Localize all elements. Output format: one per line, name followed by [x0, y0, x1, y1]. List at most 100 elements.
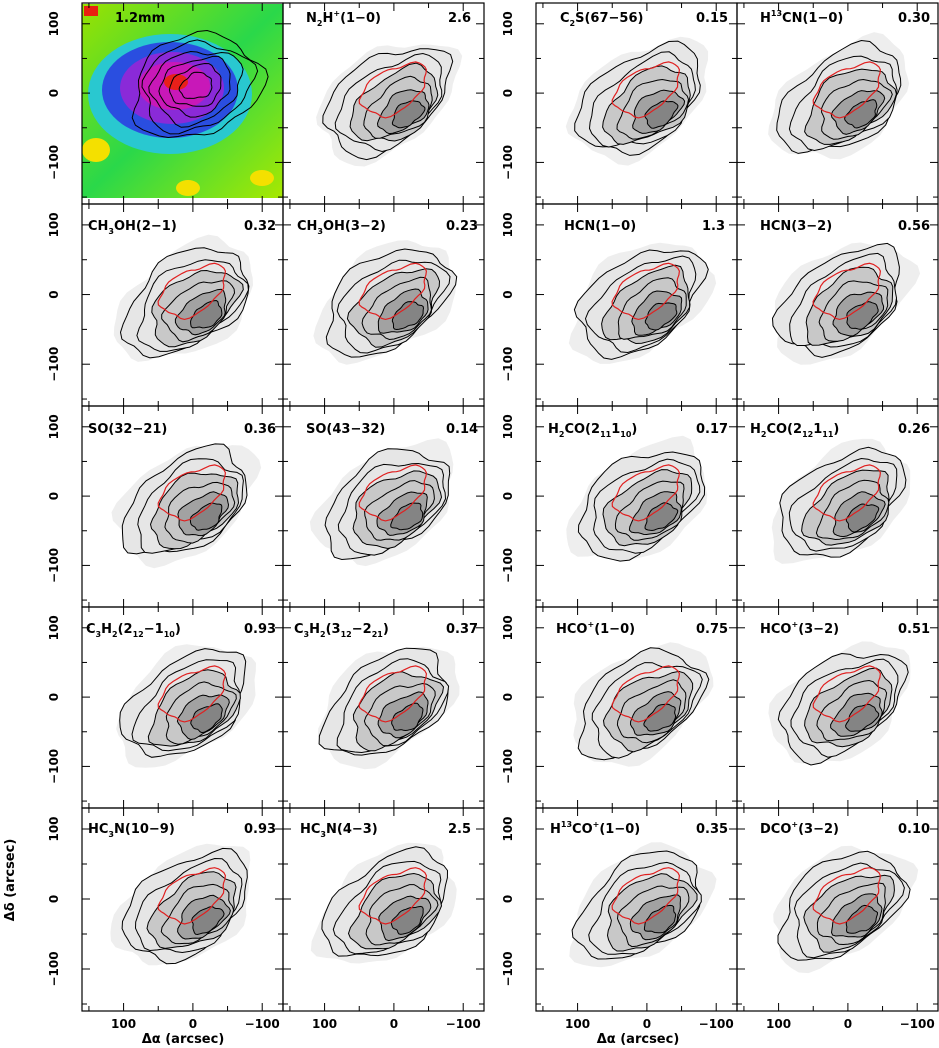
contour-level-6: [190, 299, 223, 329]
panel-4: 100 0 −100: [47, 203, 284, 407]
panel-peak-dcoplus: 0.10: [898, 822, 930, 837]
contour-level-6: [391, 301, 425, 331]
panel-label-hc3n-43: HC3N(4−3): [300, 822, 378, 839]
panel-label-h13coplus: H13CO+(1−0): [550, 820, 640, 837]
panel-10: 100 0 −100: [501, 405, 738, 608]
panel-peak-hcn-32: 0.56: [898, 219, 930, 234]
continuum-overlay-contour: [157, 665, 227, 723]
x-tick-label: 0: [643, 1017, 651, 1031]
panel-label-c2s: C2S(67−56): [560, 11, 643, 28]
y-tick-label: 0: [501, 693, 515, 701]
panel-label-c3h2-212: C3H2(212−110): [86, 622, 181, 639]
contour-level-6: [844, 99, 878, 129]
panel-label-hcoplus-10: HCO+(1−0): [556, 620, 635, 637]
contour-level-6: [189, 502, 223, 531]
y-tick-label: −100: [501, 951, 515, 986]
continuum-overlay-contour: [358, 867, 428, 925]
continuum-overlay-contour: [157, 262, 227, 321]
x-tick-label: 0: [844, 1017, 852, 1031]
panel-15: [736, 606, 939, 809]
y-tick-label: 100: [501, 816, 515, 841]
y-tick-label: 100: [501, 615, 515, 640]
y-tick-label: 0: [47, 895, 61, 903]
contour-level-6: [644, 302, 678, 331]
panel-peak-h2co-212: 0.26: [898, 422, 930, 437]
y-tick-label: −100: [501, 749, 515, 784]
panel-8: 100 0 −100: [47, 405, 284, 608]
x-axis-label-left: Δα (arcsec): [142, 1032, 225, 1047]
y-tick-label: 100: [47, 414, 61, 439]
panel-19: 100 0 −100: [736, 807, 939, 1031]
contour-level-6: [846, 301, 879, 330]
panel-14: 100 0 −100: [501, 606, 738, 809]
panel-peak-ch3oh-32: 0.23: [446, 219, 478, 234]
panel-peak-hcoplus-32: 0.51: [898, 622, 930, 637]
panel-9: [282, 405, 485, 608]
panel-label-so-3221: SO(32−21): [88, 422, 167, 437]
panel-peak-n2hplus: 2.6: [448, 11, 471, 26]
panel-label-hcn-32: HCN(3−2): [760, 219, 832, 234]
y-tick-label: 0: [501, 895, 515, 903]
contour-level-6: [391, 702, 424, 732]
panel-peak-h13cn: 0.30: [898, 11, 930, 26]
contour-level-6: [643, 703, 677, 732]
x-tick-label: 100: [565, 1017, 590, 1031]
y-tick-label: −100: [47, 548, 61, 583]
contour-level-6: [845, 703, 880, 732]
panel-label-so-4332: SO(43−32): [306, 422, 385, 437]
continuum-contour-6: [178, 71, 213, 99]
continuum-overlay-contour: [358, 665, 428, 723]
x-tick-label: −100: [900, 1017, 935, 1031]
panel-6: 100 0 −100: [501, 203, 738, 407]
panel-label-n2hplus: N2H+(1−0): [306, 9, 381, 28]
panel-peak-so-3221: 0.36: [244, 422, 276, 437]
panel-label-1-2mm: 1.2mm: [115, 11, 165, 26]
x-tick-label: −100: [245, 1017, 280, 1031]
x-tick-label: −100: [699, 1017, 734, 1031]
continuum-overlay-contour: [358, 464, 428, 522]
y-tick-label: 0: [501, 290, 515, 298]
y-tick-label: 100: [501, 11, 515, 36]
continuum-overlay-contour: [157, 867, 227, 925]
y-tick-label: 0: [47, 492, 61, 500]
continuum-overlay-contour: [812, 262, 882, 321]
continuum-contour-5: [168, 62, 222, 107]
panel-label-ch3oh-21: CH3OH(2−1): [88, 219, 177, 236]
panel-label-c3h2-312: C3H2(312−221): [294, 622, 389, 639]
contour-level-6: [391, 100, 426, 129]
panel-18: 100 0 −100 100 0 −100: [501, 807, 738, 1031]
panel-peak-h13coplus: 0.35: [696, 822, 728, 837]
panel-peak-h2co-211: 0.17: [696, 422, 728, 437]
continuum-overlay-contour: [611, 61, 681, 119]
contour-level-6: [191, 906, 225, 936]
contour-level-6: [390, 502, 424, 531]
continuum-overlay-contour: [812, 665, 882, 723]
y-tick-label: 100: [501, 414, 515, 439]
y-tick-label: −100: [47, 347, 61, 382]
y-tick-label: 0: [47, 290, 61, 298]
y-tick-label: 100: [501, 212, 515, 237]
x-tick-label: 0: [390, 1017, 398, 1031]
panel-peak-c3h2-312: 0.37: [446, 622, 478, 637]
contour-level-6: [845, 503, 880, 533]
panel-peak-so-4332: 0.14: [446, 422, 478, 437]
y-tick-label: 100: [47, 212, 61, 237]
continuum-colormap: [82, 4, 283, 198]
continuum-overlay-contour: [611, 464, 681, 522]
panel-2: 100 0 −100: [501, 2, 738, 205]
panel-peak-hc3n-43: 2.5: [448, 822, 471, 837]
x-tick-label: −100: [446, 1017, 481, 1031]
x-tick-label: 100: [111, 1017, 136, 1031]
panel-label-h2co-212: H2CO(212111): [750, 422, 839, 439]
contour-level-6: [190, 703, 223, 734]
panel-label-ch3oh-32: CH3OH(3−2): [297, 219, 386, 236]
y-tick-label: 100: [47, 615, 61, 640]
panel-label-h2co-211: H2CO(211110): [548, 422, 637, 439]
y-tick-label: 0: [501, 89, 515, 97]
y-tick-label: 0: [47, 693, 61, 701]
y-tick-label: −100: [501, 347, 515, 382]
panel-7: [736, 203, 939, 407]
y-tick-label: 100: [47, 816, 61, 841]
panel-peak-c3h2-212: 0.93: [244, 622, 276, 637]
